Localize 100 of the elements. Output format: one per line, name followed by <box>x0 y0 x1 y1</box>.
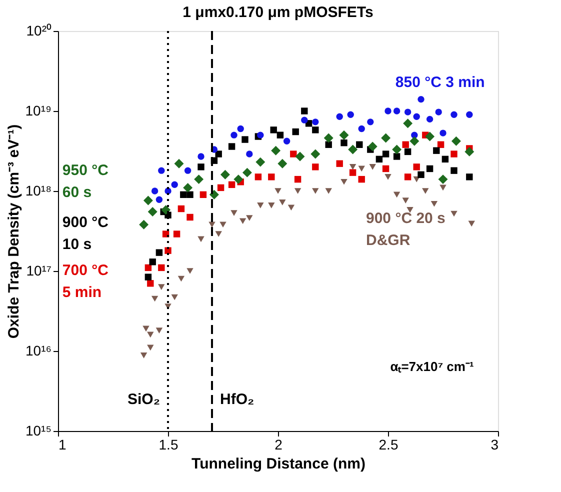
point <box>425 132 435 142</box>
point <box>217 184 224 192</box>
y-tick-label: 10²⁰ <box>26 22 52 38</box>
point <box>435 108 442 116</box>
point <box>324 133 334 143</box>
point <box>268 174 275 180</box>
point <box>312 126 319 134</box>
point <box>200 191 207 198</box>
point <box>171 294 178 300</box>
point <box>466 174 473 180</box>
point <box>312 188 319 194</box>
point <box>403 118 413 128</box>
x-tick-label: 1.5 <box>158 436 178 452</box>
point <box>381 133 391 143</box>
x-tick-label: 2.5 <box>378 436 398 452</box>
point <box>393 108 400 114</box>
y-tick-label: 10¹⁶ <box>26 342 52 358</box>
point <box>140 352 148 358</box>
y-axis-title: Oxide Trap Density (cm⁻³ eV⁻¹) <box>5 124 22 339</box>
point <box>161 205 171 215</box>
point <box>413 113 420 120</box>
point <box>367 118 374 126</box>
point <box>410 136 420 146</box>
point <box>301 108 308 114</box>
point <box>256 157 266 167</box>
point <box>147 344 154 351</box>
point <box>382 150 390 158</box>
point <box>171 181 178 188</box>
point <box>426 165 434 172</box>
point <box>178 205 185 212</box>
point <box>402 198 409 204</box>
point <box>325 141 332 148</box>
point <box>149 258 156 266</box>
point <box>468 220 475 227</box>
point <box>246 150 253 158</box>
point <box>382 165 390 172</box>
point <box>358 176 365 183</box>
point <box>257 132 264 138</box>
point <box>215 231 222 237</box>
point <box>268 202 275 208</box>
point <box>148 207 158 217</box>
x-tick-label: 3 <box>490 436 499 452</box>
point <box>156 196 163 203</box>
point <box>142 326 150 332</box>
point <box>198 164 204 170</box>
point <box>466 111 473 118</box>
point <box>183 182 193 192</box>
point <box>158 284 165 290</box>
point <box>271 146 281 156</box>
point <box>413 164 420 170</box>
point <box>270 126 277 134</box>
point <box>358 166 365 172</box>
point <box>242 136 248 143</box>
point <box>393 153 400 160</box>
point <box>198 236 204 242</box>
point <box>257 202 264 208</box>
point <box>440 130 446 136</box>
point <box>295 152 305 162</box>
point <box>220 222 226 228</box>
point <box>283 138 290 144</box>
point <box>464 146 474 156</box>
point <box>274 188 282 194</box>
point <box>174 158 184 168</box>
point <box>230 210 238 216</box>
point <box>402 141 409 148</box>
point <box>384 174 392 180</box>
point <box>339 130 349 140</box>
point <box>228 181 236 188</box>
point <box>450 150 458 158</box>
point <box>276 132 284 138</box>
point <box>194 174 204 184</box>
point <box>392 144 402 154</box>
point <box>147 332 154 338</box>
point <box>198 153 204 160</box>
annotation: αₜ=7x10⁷ cm⁻¹ <box>390 359 474 374</box>
point <box>348 144 358 154</box>
point <box>450 167 458 174</box>
point <box>451 136 461 146</box>
point <box>404 148 412 156</box>
point <box>384 108 392 114</box>
point <box>422 188 429 194</box>
point <box>404 108 412 116</box>
text: 950 °C 60 s <box>62 162 109 201</box>
point <box>158 264 165 272</box>
point <box>230 132 238 138</box>
point <box>242 168 252 178</box>
point <box>325 188 332 194</box>
point <box>438 174 448 184</box>
point <box>180 191 187 198</box>
point <box>254 174 262 180</box>
point <box>186 214 194 221</box>
point <box>450 111 458 118</box>
point <box>349 169 356 176</box>
point <box>173 230 180 238</box>
point <box>369 164 376 170</box>
text: 700 °C 5 min <box>62 262 109 301</box>
point <box>393 192 400 198</box>
point <box>349 164 356 170</box>
x-axis-title: Tunneling Distance (nm) <box>192 456 366 472</box>
point <box>426 116 434 123</box>
